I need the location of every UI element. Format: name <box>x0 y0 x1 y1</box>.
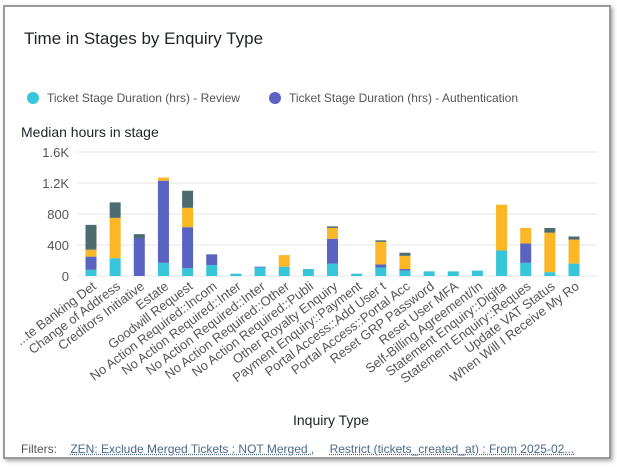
bar-segment-1-0[interactable] <box>85 256 97 270</box>
bar-segment-2-4[interactable] <box>182 207 194 228</box>
y-tick-label: 800 <box>47 207 69 222</box>
bar-segment-0-3[interactable] <box>157 262 169 276</box>
y-tick-label: 1.2K <box>42 176 69 191</box>
bar-segment-1-18[interactable] <box>520 243 532 263</box>
bar-segment-2-0[interactable] <box>85 249 97 257</box>
bar-segment-1-10[interactable] <box>327 238 338 264</box>
filter-merged-tickets[interactable]: ZEN: Exclude Merged Tickets : NOT Merged… <box>70 442 315 456</box>
y-tick-label: 0 <box>62 269 69 284</box>
filters-label: Filters: <box>21 442 57 456</box>
bar-segment-0-16[interactable] <box>471 270 483 276</box>
bar-segment-0-13[interactable] <box>399 270 411 276</box>
bar-segment-0-6[interactable] <box>230 273 242 276</box>
bar-segment-0-0[interactable] <box>85 269 97 276</box>
bar-segment-2-13[interactable] <box>399 255 411 270</box>
bars <box>85 177 580 276</box>
bar-segment-2-18[interactable] <box>520 227 532 244</box>
bar-segment-3-20[interactable] <box>568 236 580 240</box>
bar-segment-2-20[interactable] <box>568 239 580 264</box>
legend-marker-1 <box>269 92 281 104</box>
bar-segment-0-7[interactable] <box>254 267 266 276</box>
bar-segment-2-19[interactable] <box>544 232 556 273</box>
bar-segment-2-10[interactable] <box>327 227 338 239</box>
y-tick-label: 400 <box>47 238 69 253</box>
legend-marker-0 <box>27 92 39 104</box>
bar-segment-3-4[interactable] <box>182 190 194 208</box>
bar-segment-2-1[interactable] <box>109 217 121 259</box>
bar-segment-0-14[interactable] <box>423 271 435 276</box>
bar-segment-3-1[interactable] <box>109 202 121 218</box>
bar-segment-0-1[interactable] <box>109 258 121 276</box>
bar-segment-1-7[interactable] <box>254 266 266 268</box>
bar-segment-3-2[interactable] <box>133 234 145 239</box>
legend-label-0[interactable]: Ticket Stage Duration (hrs) - Review <box>47 91 240 105</box>
chart-title: Time in Stages by Enquiry Type <box>24 29 264 48</box>
bar-segment-3-19[interactable] <box>544 227 556 233</box>
bar-segment-0-19[interactable] <box>544 272 556 276</box>
legend-label-1[interactable]: Ticket Stage Duration (hrs) - Authentica… <box>289 91 518 105</box>
bar-segment-0-17[interactable] <box>496 250 508 276</box>
bar-segment-0-5[interactable] <box>206 265 218 276</box>
bar-segment-1-2[interactable] <box>133 238 145 276</box>
bar-segment-3-0[interactable] <box>85 224 97 250</box>
y-axis-ticks: 0 400 800 1.2K 1.6K <box>42 145 69 284</box>
bar-segment-2-17[interactable] <box>496 204 508 251</box>
bar-segment-0-4[interactable] <box>182 268 194 276</box>
bar-segment-1-5[interactable] <box>206 254 218 266</box>
bar-segment-1-3[interactable] <box>157 180 169 263</box>
bar-segment-0-18[interactable] <box>520 262 532 276</box>
bar-segment-3-13[interactable] <box>399 252 411 256</box>
bar-segment-0-12[interactable] <box>375 267 387 276</box>
bar-segment-0-8[interactable] <box>278 266 290 276</box>
bar-segment-0-9[interactable] <box>302 269 314 276</box>
bar-segment-2-3[interactable] <box>157 177 169 181</box>
bar-segment-2-12[interactable] <box>375 241 387 265</box>
bar-segment-0-15[interactable] <box>447 271 459 276</box>
bar-segment-3-10[interactable] <box>327 226 338 228</box>
stacked-bar-chart: Ticket Stage Duration (hrs) - Review Tick… <box>13 91 597 428</box>
bar-segment-0-20[interactable] <box>568 263 580 276</box>
bar-segment-3-12[interactable] <box>375 240 387 242</box>
filter-created-at[interactable]: Restrict (tickets_created_at) : From 202… <box>329 442 575 456</box>
x-axis-label: Inquiry Type <box>293 412 369 428</box>
bar-segment-1-4[interactable] <box>182 227 194 269</box>
bar-segment-0-10[interactable] <box>327 263 338 276</box>
bar-segment-2-8[interactable] <box>278 255 290 267</box>
chart-card: Time in Stages by Enquiry Type Ticket St… <box>3 5 611 459</box>
bar-segment-1-13[interactable] <box>399 269 411 271</box>
y-axis-label: Median hours in stage <box>21 124 159 140</box>
y-tick-label: 1.6K <box>42 145 69 160</box>
bar-segment-0-11[interactable] <box>351 273 363 276</box>
filters-bar: Filters: ZEN: Exclude Merged Tickets : N… <box>21 442 597 456</box>
bar-segment-1-12[interactable] <box>375 264 387 268</box>
chart-legend: Ticket Stage Duration (hrs) - Review Tick… <box>27 91 518 105</box>
